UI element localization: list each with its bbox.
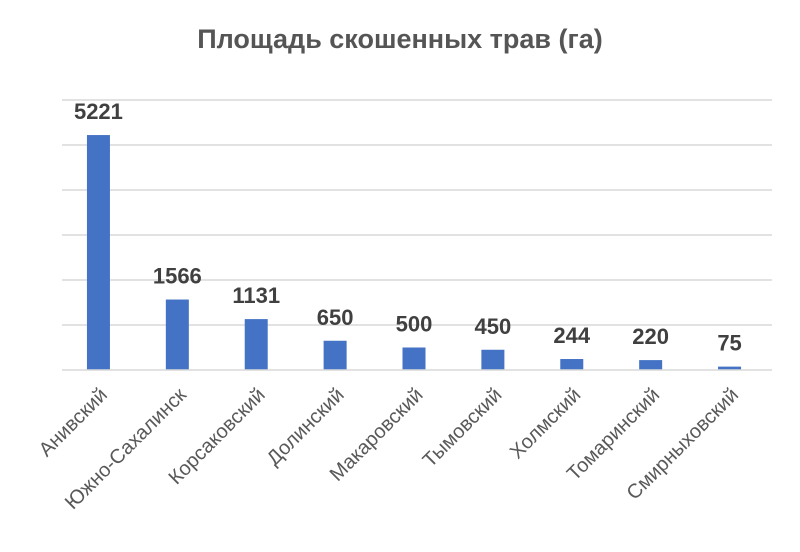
bar [718,366,742,370]
data-label: 220 [632,324,669,349]
bar [244,319,268,370]
data-label: 500 [396,312,433,337]
bar [402,347,426,370]
x-tick-label: Тымовский [419,384,507,472]
data-label: 450 [475,314,512,339]
data-label: 244 [553,323,590,348]
bar [323,340,347,370]
data-label: 75 [717,331,741,356]
bar [86,135,110,370]
bar [481,349,505,370]
data-label: 650 [317,305,354,330]
data-label: 1566 [153,264,202,289]
data-label: 1131 [232,283,280,308]
x-tick-label: Анивский [35,384,112,461]
bar [165,299,189,370]
x-tick-label: Холмский [506,384,585,463]
data-label: 5221 [74,99,123,124]
bar [639,360,663,370]
bar [560,359,584,370]
x-tick-label: Долинский [263,384,349,470]
chart-title: Площадь скошенных трав (га) [197,24,603,54]
